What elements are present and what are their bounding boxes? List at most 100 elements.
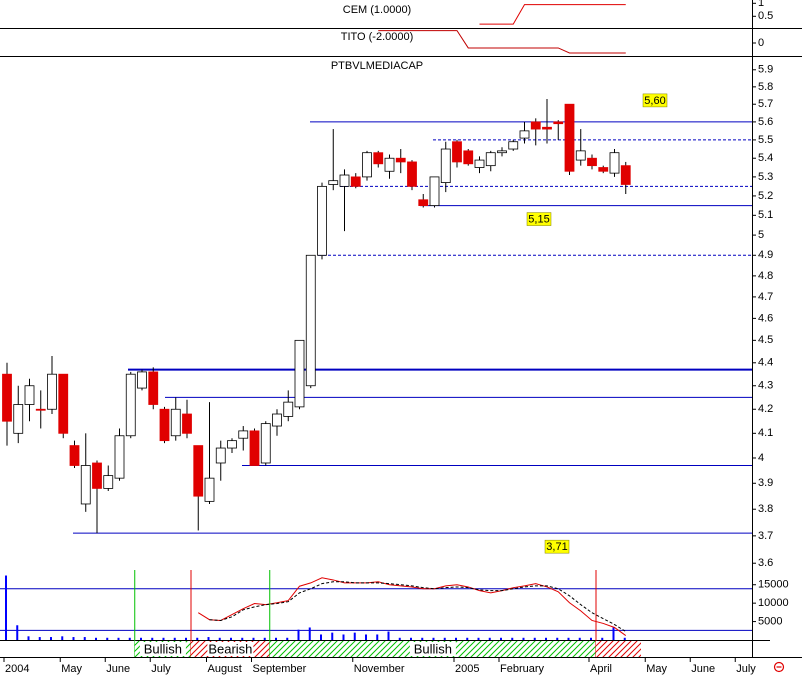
y-tick-label: 5.9 — [758, 64, 773, 76]
candle-body — [80, 465, 91, 505]
volume-bar — [162, 637, 165, 640]
x-tick-label: September — [253, 663, 307, 675]
candle-body — [125, 373, 136, 437]
x-tick-label: June — [691, 663, 715, 675]
y-tick-label: 10000 — [758, 597, 789, 609]
y-tick-label: 5.6 — [758, 116, 773, 128]
y-tick-label: 5.5 — [758, 134, 773, 146]
level-label: 5,60 — [644, 95, 665, 107]
x-tick-label: November — [354, 663, 405, 675]
volume-bar — [207, 637, 210, 640]
y-tick-label: 5.7 — [758, 98, 773, 110]
level-label: 3,71 — [546, 541, 567, 553]
candle-body — [497, 150, 507, 154]
candle-body — [159, 408, 170, 442]
candle-body — [339, 174, 350, 187]
y-tick-label: 1 — [758, 0, 764, 9]
volume-bar — [466, 637, 469, 640]
volume-bar — [117, 637, 120, 640]
y-tick-label: 0.5 — [758, 10, 773, 22]
candle-body — [170, 408, 181, 437]
volume-bar — [320, 634, 322, 640]
volume-bar — [241, 637, 244, 640]
candle-body — [485, 152, 496, 167]
y-tick-label: 4 — [758, 452, 764, 464]
volume-bar — [612, 627, 615, 640]
y-tick-label: 15000 — [758, 579, 789, 591]
volume-bar — [387, 631, 390, 640]
volume-bar — [95, 637, 97, 640]
volume-bar — [83, 637, 86, 640]
volume-bar — [72, 637, 75, 640]
x-tick-label: August — [208, 663, 242, 675]
volume-bar — [5, 575, 7, 640]
volume-bar — [331, 632, 334, 640]
volume-bar — [410, 637, 412, 640]
candle-body — [305, 254, 316, 387]
volume-bar — [567, 637, 570, 640]
volume-bar — [398, 637, 401, 640]
signal-label-bg — [207, 642, 254, 656]
y-tick-label: 5.4 — [758, 152, 773, 164]
y-tick-label: 4.5 — [758, 334, 773, 346]
candle-body — [103, 475, 114, 489]
candle-body — [182, 413, 192, 434]
candle-body — [260, 423, 271, 464]
volume-bar — [477, 637, 480, 640]
candle-body — [508, 141, 519, 150]
candle-body — [92, 462, 102, 489]
volume-bar — [38, 637, 41, 640]
volume-bar — [308, 627, 311, 640]
y-tick-label: 4.1 — [758, 427, 773, 439]
volume-bar — [140, 637, 142, 640]
indicator-line — [378, 30, 626, 54]
candle-body — [474, 159, 485, 168]
level-badge — [526, 212, 552, 226]
volume-bar — [263, 637, 266, 640]
candle-body — [148, 371, 159, 405]
volume-bar — [173, 637, 176, 640]
candle-body — [35, 408, 46, 411]
x-tick-label: July — [736, 663, 756, 675]
x-tick-label: June — [106, 663, 130, 675]
volume-bar — [185, 637, 187, 640]
volume-bar — [275, 637, 277, 640]
candle-body — [24, 385, 35, 405]
candle-body — [328, 180, 339, 185]
volume-bar — [601, 637, 604, 640]
y-tick-label: 4.4 — [758, 357, 773, 369]
candle-body — [2, 373, 12, 422]
volume-bar — [151, 637, 154, 640]
y-tick-label: 5.8 — [758, 81, 773, 93]
candle-body — [350, 176, 361, 187]
close-icon[interactable] — [773, 661, 785, 673]
volume-bar — [455, 637, 457, 640]
candle-body — [620, 165, 631, 185]
y-tick-label: 0 — [758, 37, 764, 49]
candle-body — [47, 373, 57, 410]
candle-body — [587, 157, 597, 167]
y-tick-label: 3.7 — [758, 530, 773, 542]
icon-circle — [773, 661, 785, 673]
candle-body — [418, 199, 429, 206]
y-tick-label: 4.8 — [758, 270, 773, 282]
signal-label: Bullish — [414, 641, 452, 656]
y-tick-label: 5000 — [758, 615, 782, 627]
candle-body — [137, 371, 147, 389]
volume-bar — [353, 632, 356, 640]
y-tick-label: 4.7 — [758, 291, 773, 303]
candle-body — [227, 440, 237, 449]
volume-bar — [50, 637, 52, 640]
candle-body — [452, 141, 462, 163]
volume-bar — [297, 629, 300, 640]
candle-body — [249, 430, 260, 466]
volume-bar — [376, 634, 379, 640]
volume-bar — [342, 634, 345, 640]
indicator-line — [479, 4, 626, 25]
candle-body — [283, 401, 294, 417]
candle-body — [564, 103, 575, 172]
candle-body — [575, 150, 586, 161]
level-label: 5,15 — [528, 213, 549, 225]
candle-body — [429, 176, 440, 206]
